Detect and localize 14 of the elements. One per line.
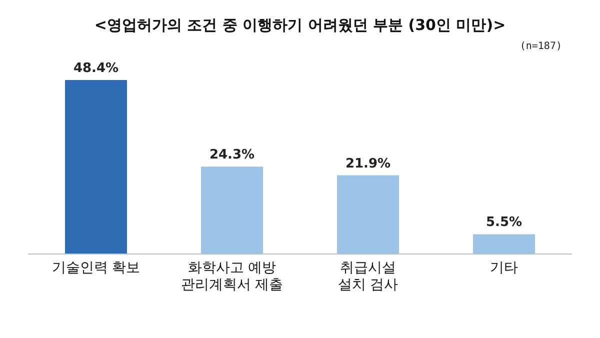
data-label: 21.9% [345, 156, 391, 172]
data-label: 24.3% [209, 148, 255, 163]
bar [473, 234, 535, 254]
text: (n=187) [518, 41, 563, 52]
data-label: 5.5% [486, 215, 522, 230]
bar [65, 80, 127, 254]
x-tick-label: 취급시설 설치 검사 [338, 260, 398, 293]
bar [337, 175, 399, 254]
x-tick-label: 기술인력 확보 [52, 260, 140, 276]
bar [201, 166, 263, 254]
x-tick-label: 기타 [490, 260, 518, 276]
data-label: 48.4% [73, 61, 119, 76]
chart-title: <영업허가의 조건 중 이행하기 어려웠던 부분 (30인 미만)> [93, 15, 507, 35]
x-tick-label: 화학사고 예방 관리계획서 제출 [180, 260, 284, 293]
